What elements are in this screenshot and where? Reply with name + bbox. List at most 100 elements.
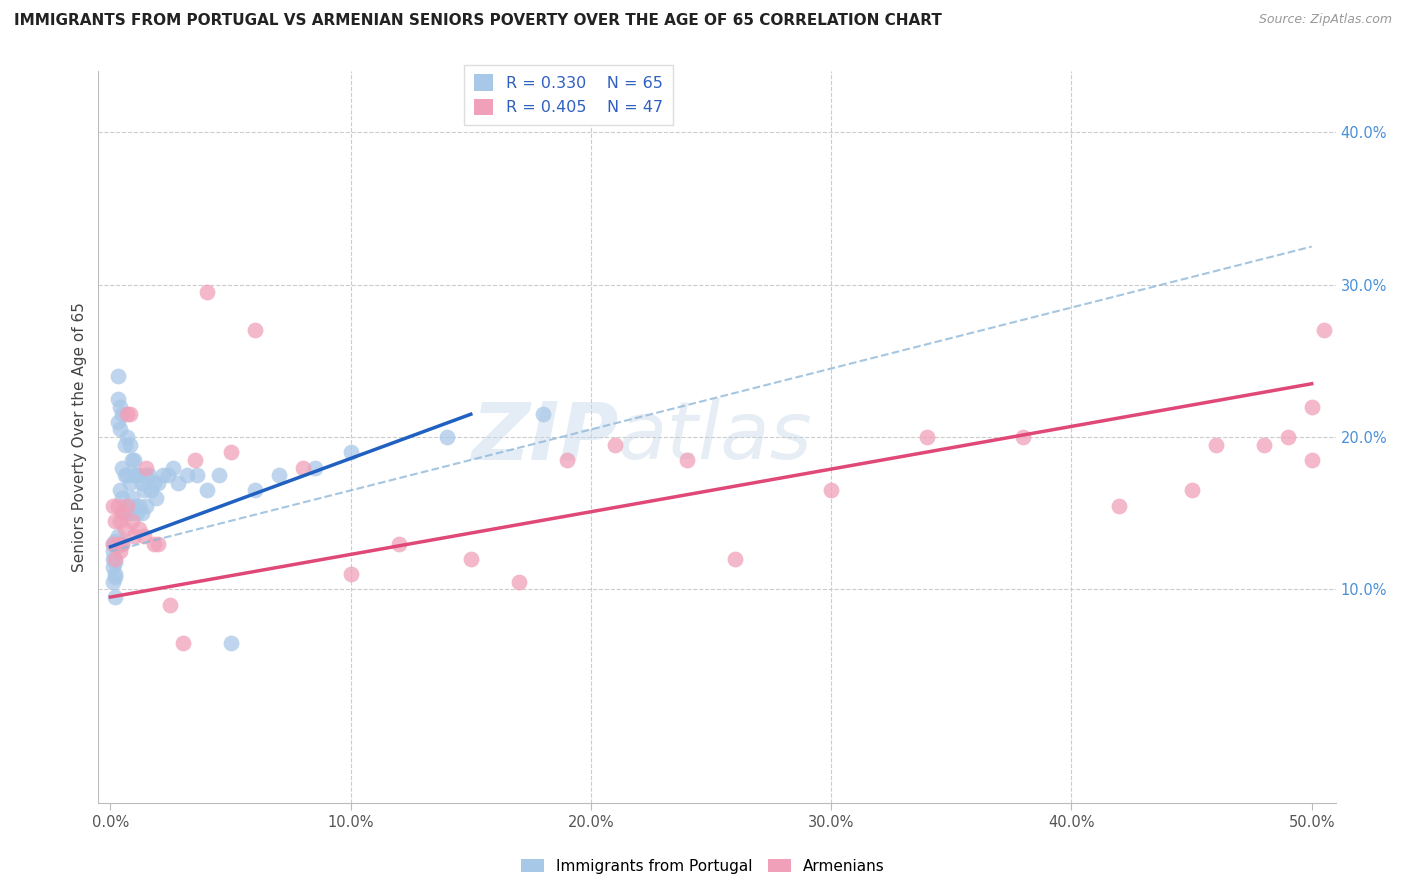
Point: [339, 567, 361, 582]
Point: [118, 407, 141, 421]
Point: [1012, 430, 1035, 444]
Point: [176, 468, 198, 483]
Point: [157, 468, 180, 483]
Point: [145, 491, 167, 505]
Point: [121, 491, 143, 505]
Point: [117, 407, 139, 421]
Point: [108, 537, 131, 551]
Point: [101, 552, 124, 566]
Point: [304, 460, 326, 475]
Point: [243, 323, 266, 337]
Point: [111, 460, 134, 475]
Point: [124, 468, 146, 483]
Point: [111, 491, 134, 505]
Point: [135, 468, 157, 483]
Point: [107, 392, 129, 406]
Point: [152, 468, 174, 483]
Point: [460, 552, 482, 566]
Point: [207, 468, 229, 483]
Point: [917, 430, 939, 444]
Point: [132, 483, 155, 498]
Point: [104, 552, 127, 566]
Point: [111, 537, 134, 551]
Point: [108, 544, 131, 558]
Point: [508, 574, 530, 589]
Point: [124, 453, 146, 467]
Point: [138, 468, 160, 483]
Point: [1301, 400, 1323, 414]
Point: [128, 521, 150, 535]
Point: [148, 537, 170, 551]
Point: [117, 499, 139, 513]
Point: [101, 499, 124, 513]
Point: [125, 468, 148, 483]
Point: [101, 537, 124, 551]
Point: [111, 407, 134, 421]
Point: [121, 453, 143, 467]
Point: [531, 407, 554, 421]
Point: [195, 483, 218, 498]
Point: [1277, 430, 1299, 444]
Point: [820, 483, 842, 498]
Point: [108, 400, 131, 414]
Point: [555, 453, 578, 467]
Point: [101, 574, 124, 589]
Legend: R = 0.330    N = 65, R = 0.405    N = 47: R = 0.330 N = 65, R = 0.405 N = 47: [464, 65, 672, 125]
Point: [142, 537, 165, 551]
Point: [195, 285, 218, 300]
Point: [125, 506, 148, 520]
Point: [1253, 438, 1275, 452]
Point: [159, 598, 181, 612]
Point: [101, 559, 124, 574]
Point: [141, 483, 163, 498]
Point: [107, 415, 129, 429]
Point: [118, 475, 141, 490]
Point: [1108, 499, 1130, 513]
Point: [108, 483, 131, 498]
Point: [107, 369, 129, 384]
Point: [603, 438, 626, 452]
Point: [148, 475, 170, 490]
Point: [183, 453, 205, 467]
Text: ZIP: ZIP: [471, 398, 619, 476]
Point: [111, 506, 134, 520]
Point: [104, 533, 127, 548]
Point: [1180, 483, 1202, 498]
Text: atlas: atlas: [619, 398, 813, 476]
Point: [104, 590, 127, 604]
Point: [101, 537, 124, 551]
Point: [267, 468, 290, 483]
Point: [219, 636, 242, 650]
Point: [128, 468, 150, 483]
Point: [436, 430, 458, 444]
Point: [135, 460, 157, 475]
Point: [124, 499, 146, 513]
Point: [111, 537, 134, 551]
Point: [166, 475, 188, 490]
Point: [291, 460, 314, 475]
Point: [124, 529, 146, 543]
Point: [118, 438, 141, 452]
Point: [114, 468, 136, 483]
Point: [128, 499, 150, 513]
Text: Source: ZipAtlas.com: Source: ZipAtlas.com: [1258, 13, 1392, 27]
Point: [104, 570, 127, 584]
Point: [724, 552, 747, 566]
Text: IMMIGRANTS FROM PORTUGAL VS ARMENIAN SENIORS POVERTY OVER THE AGE OF 65 CORRELAT: IMMIGRANTS FROM PORTUGAL VS ARMENIAN SEN…: [14, 13, 942, 29]
Point: [114, 521, 136, 535]
Point: [118, 506, 141, 520]
Point: [114, 438, 136, 452]
Point: [132, 529, 155, 543]
Point: [1312, 323, 1334, 337]
Point: [1301, 453, 1323, 467]
Point: [135, 499, 157, 513]
Legend: Immigrants from Portugal, Armenians: Immigrants from Portugal, Armenians: [515, 853, 891, 880]
Point: [104, 514, 127, 528]
Point: [162, 460, 184, 475]
Point: [107, 499, 129, 513]
Point: [114, 506, 136, 520]
Point: [388, 537, 411, 551]
Point: [219, 445, 242, 459]
Point: [107, 529, 129, 543]
Point: [108, 422, 131, 436]
